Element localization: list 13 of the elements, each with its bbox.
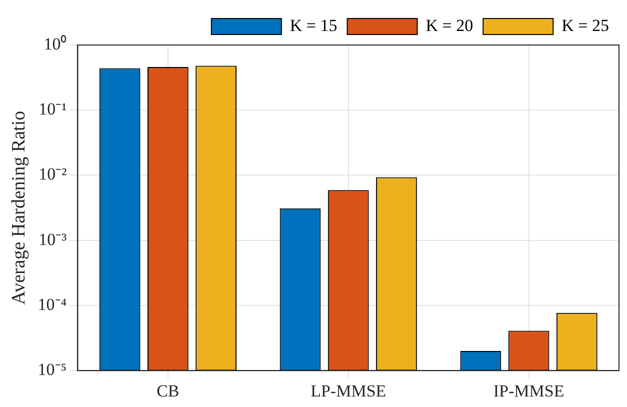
y-tick-label: 10⁻¹	[38, 100, 67, 119]
x-tick-label: IP-MMSE	[493, 381, 564, 400]
legend-label: K = 15	[290, 16, 338, 35]
y-tick-label: 10⁻⁵	[38, 360, 67, 380]
legend-label: K = 25	[562, 16, 610, 35]
y-axis-title: Average Hardening Ratio	[8, 110, 30, 305]
y-tick-label: 10⁻²	[38, 164, 67, 184]
legend-label: K = 20	[426, 16, 474, 35]
y-tick-label: 10⁻⁴	[38, 294, 67, 314]
y-tick-label: 10⁰	[44, 34, 67, 54]
x-tick-label: CB	[156, 381, 180, 400]
y-tick-label: 10⁻³	[38, 230, 67, 249]
x-tick-label: LP-MMSE	[310, 381, 386, 400]
